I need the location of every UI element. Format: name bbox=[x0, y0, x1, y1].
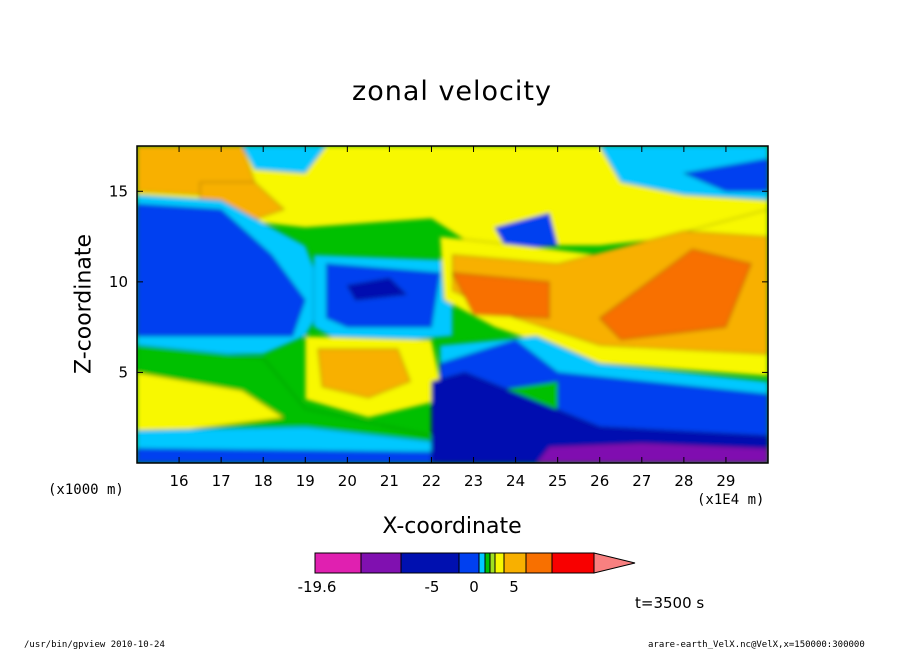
center-orange bbox=[317, 348, 411, 399]
x-tick-label: 28 bbox=[674, 472, 693, 490]
x-tick-label: 21 bbox=[380, 472, 399, 490]
bottom-left-blue bbox=[137, 448, 432, 463]
y-axis-ticks: 5 10 15 bbox=[109, 182, 768, 381]
x-tick-label: 17 bbox=[212, 472, 231, 490]
y-tick-label: 5 bbox=[118, 363, 128, 381]
colorbar-swatch bbox=[458, 552, 480, 574]
x-tick-label: 27 bbox=[632, 472, 651, 490]
x-tick-label: 26 bbox=[590, 472, 609, 490]
field-bands bbox=[137, 146, 768, 463]
colorbar-label: 0 bbox=[469, 578, 479, 596]
x-axis-multiplier: (x1E4 m) bbox=[697, 492, 765, 508]
x-tick-label: 23 bbox=[464, 472, 483, 490]
time-label: t=3500 s bbox=[635, 594, 705, 612]
x-axis-label: X-coordinate bbox=[382, 514, 522, 539]
colorbar-swatch bbox=[551, 552, 595, 574]
colorbar-label: -5 bbox=[425, 578, 440, 596]
x-tick-label: 29 bbox=[716, 472, 735, 490]
chart-title: zonal velocity bbox=[352, 76, 552, 107]
colorbar-swatch bbox=[360, 552, 402, 574]
contour-field bbox=[137, 146, 768, 463]
right-orange bbox=[451, 272, 550, 319]
upper-left-cyan bbox=[241, 146, 327, 174]
colorbar-label: -19.6 bbox=[298, 578, 337, 596]
x-tick-label: 22 bbox=[422, 472, 441, 490]
colorbar: -19.6 -5 0 5 bbox=[298, 552, 636, 596]
center-darkblue bbox=[346, 277, 407, 301]
upper-center-blue bbox=[494, 212, 559, 250]
y-tick-label: 10 bbox=[109, 273, 128, 291]
colorbar-swatch bbox=[478, 552, 486, 574]
left-blue-mid bbox=[137, 203, 306, 337]
x-tick-label: 20 bbox=[338, 472, 357, 490]
plot-frame bbox=[136, 145, 769, 464]
x-tick-label: 25 bbox=[548, 472, 567, 490]
colorbar-swatch bbox=[314, 552, 362, 574]
colorbar-swatch bbox=[484, 552, 491, 574]
colorbar-swatch bbox=[489, 552, 496, 574]
footer-command: /usr/bin/gpview 2010-10-24 bbox=[24, 640, 165, 650]
x-tick-label: 16 bbox=[170, 472, 189, 490]
bottom-purple bbox=[536, 442, 768, 463]
lower-left-yellow bbox=[137, 372, 286, 437]
y-axis-multiplier: (x1000 m) bbox=[48, 482, 124, 498]
x-axis-ticks: 16 17 18 19 20 21 22 23 24 25 26 27 28 29 bbox=[170, 146, 735, 490]
colorbar-swatch bbox=[525, 552, 553, 574]
colorbar-swatch bbox=[503, 552, 527, 574]
colorbar-swatch bbox=[400, 552, 460, 574]
colorbar-label: 5 bbox=[509, 578, 519, 596]
x-tick-label: 19 bbox=[296, 472, 315, 490]
x-tick-label: 18 bbox=[254, 472, 273, 490]
x-tick-label: 24 bbox=[506, 472, 525, 490]
footer-source: arare-earth_VelX.nc@VelX,x=150000:300000 bbox=[648, 640, 865, 650]
upper-right-blue bbox=[682, 158, 768, 192]
y-tick-label: 15 bbox=[109, 182, 128, 200]
right-darkblue bbox=[431, 372, 768, 463]
colorbar-swatch bbox=[494, 552, 505, 574]
far-right-orange bbox=[599, 248, 752, 341]
colorbar-arrow bbox=[593, 552, 636, 574]
